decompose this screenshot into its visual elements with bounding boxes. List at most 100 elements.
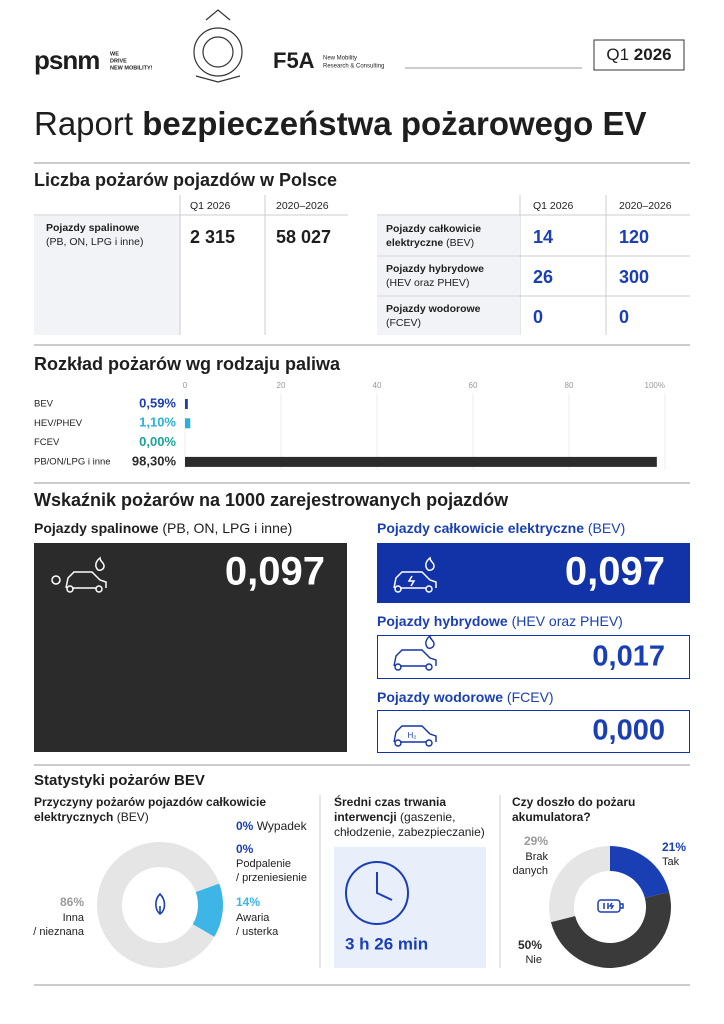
donut-segment bbox=[550, 891, 671, 968]
car-icon bbox=[393, 556, 437, 593]
count-value: 120 bbox=[619, 227, 649, 247]
stat-title: Średni czas trwania bbox=[334, 794, 446, 809]
rate-value: 0,017 bbox=[592, 641, 665, 673]
f5a-logo: F5A bbox=[273, 48, 315, 73]
value-label: 98,30% bbox=[132, 453, 177, 468]
count-value: 2 315 bbox=[190, 227, 235, 247]
icon-text: H₂ bbox=[408, 731, 417, 740]
x-tick-label: 40 bbox=[373, 381, 382, 390]
x-tick-label: 80 bbox=[565, 381, 574, 390]
row-sub: (HEV oraz PHEV) bbox=[386, 277, 469, 289]
label-cell bbox=[34, 216, 180, 335]
segment-value: 21% bbox=[662, 840, 686, 854]
rate-label: Pojazdy całkowicie elektryczne bbox=[377, 520, 584, 536]
causes-donut bbox=[97, 842, 223, 969]
stat-title: interwencji (gaszenie, bbox=[334, 810, 455, 824]
period-quarter: Q1 bbox=[606, 45, 629, 64]
segment-name: / usterka bbox=[236, 926, 279, 938]
column-header: 2020–2026 bbox=[276, 200, 329, 212]
stat-title: elektrycznych (BEV) bbox=[34, 810, 149, 824]
psnm-logo: psnm bbox=[34, 45, 99, 75]
segment-value: 14% bbox=[236, 895, 260, 909]
x-tick-label: 100% bbox=[645, 381, 665, 390]
segment-value: 0% bbox=[236, 819, 254, 833]
segment-name: Wypadek bbox=[257, 819, 308, 833]
bar bbox=[185, 456, 657, 467]
psnm-tagline: NEW MOBILITY! bbox=[110, 65, 153, 71]
value-label: 0,00% bbox=[139, 434, 176, 449]
stat-sub: (BEV) bbox=[117, 810, 149, 824]
section-title: Liczba pożarów pojazdów w Polsce bbox=[34, 170, 337, 190]
x-tick-label: 20 bbox=[277, 381, 286, 390]
segment-name: / nieznana bbox=[33, 926, 85, 938]
column-header: 2020–2026 bbox=[619, 200, 672, 212]
rate-box bbox=[377, 710, 690, 753]
column-header: Q1 2026 bbox=[190, 200, 230, 212]
segment-value: 86% bbox=[60, 895, 84, 909]
period: Q1 2026 bbox=[606, 45, 671, 64]
rate-box bbox=[377, 635, 690, 679]
clock-icon bbox=[345, 861, 409, 925]
count-value: 0 bbox=[533, 307, 543, 327]
segment-name: danych bbox=[513, 865, 548, 877]
rate-value: 0,097 bbox=[565, 550, 665, 594]
donut-segment bbox=[192, 883, 223, 937]
donut-segment bbox=[549, 846, 610, 923]
car-icon bbox=[393, 725, 437, 747]
rate-label: Pojazdy spalinowe bbox=[34, 520, 159, 536]
stat-sub: chłodzenie, zabezpieczanie) bbox=[334, 825, 485, 839]
segment-name: Brak bbox=[525, 851, 548, 863]
segment-label: 0% Wypadek bbox=[236, 819, 308, 833]
label-cell bbox=[377, 257, 520, 295]
column-header: Q1 2026 bbox=[533, 200, 573, 212]
segment-name: Nie bbox=[525, 954, 542, 966]
segment-value: 0% bbox=[236, 842, 254, 856]
row-sub: (BEV) bbox=[446, 237, 474, 249]
emblem bbox=[193, 9, 243, 83]
car-icon bbox=[51, 556, 107, 593]
stat-sub: (gaszenie, bbox=[400, 810, 455, 824]
category-label: FCEV bbox=[34, 437, 60, 448]
battery-donut bbox=[549, 846, 671, 968]
row-label: Pojazdy wodorowe bbox=[386, 303, 481, 315]
rate-value: 0,097 bbox=[225, 550, 325, 594]
label-cell bbox=[377, 297, 520, 335]
category-label: PB/ON/LPG i inne bbox=[34, 456, 111, 467]
period-year: 2026 bbox=[634, 45, 672, 64]
stat-title: elektrycznych bbox=[34, 810, 113, 824]
row-label: Pojazdy hybrydowe bbox=[386, 263, 484, 275]
segment-name: Tak bbox=[662, 856, 680, 868]
psnm-tagline: WE bbox=[110, 51, 119, 57]
title-light: Raport bbox=[34, 105, 133, 142]
bar bbox=[185, 399, 188, 409]
category-label: BEV bbox=[34, 399, 54, 410]
segment-name: Awaria bbox=[236, 912, 270, 924]
title-bold: bezpieczeństwa pożarowego EV bbox=[142, 105, 646, 142]
rate-box bbox=[34, 543, 347, 752]
section-title: Statystyki pożarów BEV bbox=[34, 772, 205, 789]
count-value: 26 bbox=[533, 267, 553, 287]
stat-title: akumulatora? bbox=[512, 810, 591, 824]
flame-icon bbox=[155, 892, 166, 915]
f5a-tagline: Research & Consulting bbox=[323, 64, 384, 70]
period-box bbox=[593, 39, 685, 71]
rate-label: Pojazdy wodorowe (FCEV) bbox=[377, 689, 554, 705]
row-label: Pojazdy całkowicie bbox=[386, 223, 481, 235]
category-label: HEV/PHEV bbox=[34, 418, 83, 429]
x-tick-label: 60 bbox=[469, 381, 478, 390]
psnm-tagline: DRIVE bbox=[110, 58, 127, 64]
duration-value: 3 h 26 min bbox=[345, 934, 428, 953]
rate-label: Pojazdy spalinowe (PB, ON, LPG i inne) bbox=[34, 520, 292, 536]
row-sub: (FCEV) bbox=[386, 317, 421, 329]
car-icon bbox=[393, 634, 437, 671]
stat-title: Czy doszło do pożaru bbox=[512, 795, 635, 809]
stat-title: interwencji bbox=[334, 810, 397, 824]
row-sub: (PB, ON, LPG i inne) bbox=[46, 236, 143, 248]
title: Raport bezpieczeństwa pożarowego EV bbox=[34, 105, 647, 142]
segment-name: / przeniesienie bbox=[236, 872, 307, 884]
rate-value: 0,000 bbox=[592, 715, 665, 747]
fuel-chart: 0 20 40 60 80 100% BEV 0,59% HEV/PHEV 1,10% FCEV 0,… bbox=[34, 381, 666, 470]
row-label: Pojazdy spalinowe bbox=[46, 222, 140, 234]
